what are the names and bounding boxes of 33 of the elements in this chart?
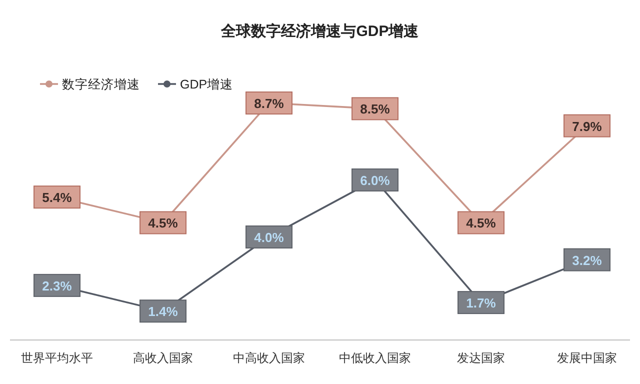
data-label: 2.3% — [42, 278, 72, 294]
x-tick-label: 发达国家 — [457, 351, 505, 365]
label: 7.9% — [564, 114, 610, 138]
label: 4.0% — [246, 225, 292, 248]
data-label: 4.5% — [148, 216, 178, 231]
x-tick-label: 中高收入国家 — [233, 351, 305, 365]
data-label: 4.0% — [254, 230, 284, 245]
data-label: 5.4% — [42, 190, 72, 206]
legend-label: 数字经济增速 — [62, 76, 140, 92]
legend-label: GDP增速 — [180, 78, 234, 92]
data-label: 8.5% — [360, 102, 390, 117]
label: 8.5% — [352, 97, 398, 120]
label: 8.7% — [246, 92, 292, 114]
label: 4.5% — [140, 211, 186, 234]
data-label: 6.0% — [360, 172, 390, 188]
x-tick-label: 发展中国家 — [557, 351, 617, 365]
label: 6.0% — [352, 168, 398, 192]
label: 4.5% — [458, 211, 504, 234]
label: 2.3% — [34, 274, 80, 297]
data-label: 8.7% — [254, 96, 284, 111]
x-tick-label: 世界平均水平 — [21, 351, 93, 365]
data-label: 1.4% — [148, 304, 178, 320]
data-label: 1.7% — [466, 296, 496, 311]
data-label: 3.2% — [572, 252, 602, 268]
x-tick-label: 中低收入国家 — [339, 351, 411, 365]
label: 1.4% — [140, 300, 186, 323]
data-label: 4.5% — [466, 216, 496, 231]
label: 1.7% — [458, 291, 504, 314]
chart-title: 全球数字经济增速与GDP增速 — [220, 22, 420, 40]
x-tick-label: 高收入国家 — [133, 351, 193, 365]
label: 3.2% — [564, 248, 610, 272]
label: 5.4% — [34, 186, 80, 209]
data-label: 7.9% — [572, 118, 602, 134]
